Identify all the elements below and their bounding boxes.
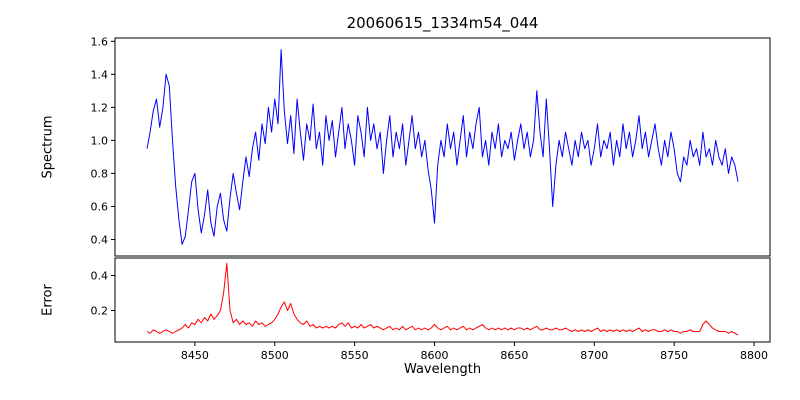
spectrum-axes-box xyxy=(114,37,771,257)
chart-title: 20060615_1334m54_044 xyxy=(346,14,539,32)
x-tick-label: 8750 xyxy=(660,349,688,362)
y-tick-label: 1.0 xyxy=(91,134,109,147)
spectrum-line xyxy=(146,49,739,245)
x-tick-label: 8800 xyxy=(740,349,768,362)
x-tick-label: 8550 xyxy=(341,349,369,362)
y-tick-label: 1.2 xyxy=(91,101,109,114)
x-tick-label: 8650 xyxy=(500,349,528,362)
error-axes-box xyxy=(114,257,771,343)
y-tick-label: 0.4 xyxy=(91,233,109,246)
x-tick-label: 8500 xyxy=(261,349,289,362)
y-tick-label: 0.4 xyxy=(91,270,109,283)
y-tick-label: 1.6 xyxy=(91,35,109,48)
y-tick-label: 0.8 xyxy=(91,167,109,180)
y-tick-label: 1.4 xyxy=(91,68,109,81)
error-line xyxy=(146,262,739,336)
x-axis-label: Wavelength xyxy=(403,362,482,377)
x-tick-label: 8450 xyxy=(181,349,209,362)
y-tick-label: 0.2 xyxy=(91,305,109,318)
x-tick-label: 8600 xyxy=(421,349,449,362)
y-tick-label: 0.6 xyxy=(91,200,109,213)
x-tick-label: 8700 xyxy=(580,349,608,362)
